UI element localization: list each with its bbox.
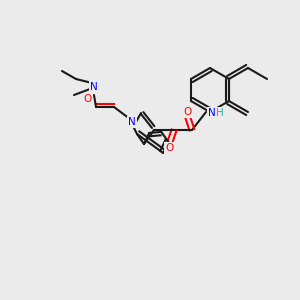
Text: H: H (216, 108, 224, 118)
Text: N: N (90, 82, 98, 92)
Text: O: O (84, 94, 92, 104)
Text: O: O (165, 143, 173, 153)
Text: N: N (128, 117, 136, 127)
Text: N: N (208, 108, 216, 118)
Text: O: O (183, 107, 191, 117)
